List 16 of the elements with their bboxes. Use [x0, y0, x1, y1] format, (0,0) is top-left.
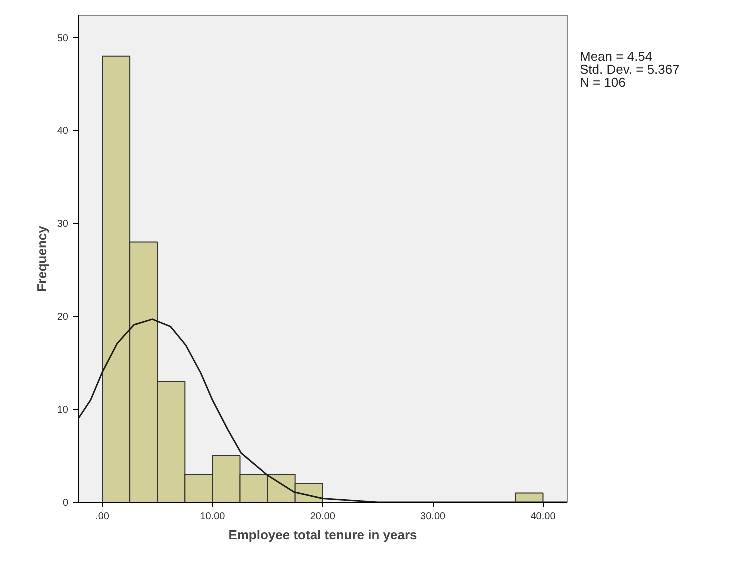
text: N = 106	[580, 75, 626, 90]
text: Std. Dev. = 5.367	[580, 62, 680, 77]
y-tick-label: 20	[57, 312, 69, 324]
y-tick-label: 0	[62, 498, 69, 509]
x-tick-label: .00	[96, 512, 110, 522]
x-tick-label: 40.00	[530, 512, 556, 522]
y-tick-label: 30	[57, 219, 69, 230]
x-tick-label: 30.00	[420, 512, 446, 522]
x-tick-label: 10.00	[200, 512, 226, 522]
y-tick-label: 10	[57, 405, 69, 416]
x-axis-title: Employee total tenure in years	[228, 528, 418, 542]
y-tick-label: 50	[57, 33, 69, 44]
text: Mean = 4.54	[580, 49, 653, 64]
x-tick-label: 20.00	[310, 512, 336, 522]
y-axis-title: Frequency	[34, 225, 50, 292]
y-tick-label: 40	[57, 126, 69, 138]
